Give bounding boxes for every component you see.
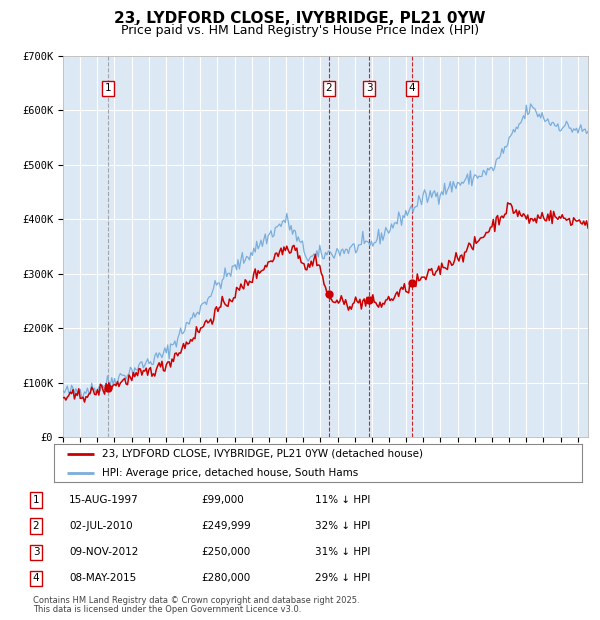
Text: 1: 1 — [104, 83, 111, 93]
Text: Price paid vs. HM Land Registry's House Price Index (HPI): Price paid vs. HM Land Registry's House … — [121, 24, 479, 37]
Text: 23, LYDFORD CLOSE, IVYBRIDGE, PL21 0YW: 23, LYDFORD CLOSE, IVYBRIDGE, PL21 0YW — [114, 11, 486, 25]
Text: 32% ↓ HPI: 32% ↓ HPI — [315, 521, 370, 531]
Text: £249,999: £249,999 — [201, 521, 251, 531]
Text: 09-NOV-2012: 09-NOV-2012 — [69, 547, 139, 557]
Text: 31% ↓ HPI: 31% ↓ HPI — [315, 547, 370, 557]
Text: 29% ↓ HPI: 29% ↓ HPI — [315, 574, 370, 583]
Text: 4: 4 — [409, 83, 415, 93]
Text: 3: 3 — [366, 83, 373, 93]
Text: £280,000: £280,000 — [201, 574, 250, 583]
Text: 4: 4 — [32, 574, 40, 583]
Text: 2: 2 — [326, 83, 332, 93]
Text: 23, LYDFORD CLOSE, IVYBRIDGE, PL21 0YW (detached house): 23, LYDFORD CLOSE, IVYBRIDGE, PL21 0YW (… — [101, 448, 422, 459]
Text: Contains HM Land Registry data © Crown copyright and database right 2025.: Contains HM Land Registry data © Crown c… — [33, 596, 359, 605]
Text: 15-AUG-1997: 15-AUG-1997 — [69, 495, 139, 505]
Text: 1: 1 — [32, 495, 40, 505]
Text: £250,000: £250,000 — [201, 547, 250, 557]
Text: 11% ↓ HPI: 11% ↓ HPI — [315, 495, 370, 505]
Text: 02-JUL-2010: 02-JUL-2010 — [69, 521, 133, 531]
Text: 2: 2 — [32, 521, 40, 531]
Text: 08-MAY-2015: 08-MAY-2015 — [69, 574, 136, 583]
Text: £99,000: £99,000 — [201, 495, 244, 505]
Text: HPI: Average price, detached house, South Hams: HPI: Average price, detached house, Sout… — [101, 467, 358, 478]
Text: This data is licensed under the Open Government Licence v3.0.: This data is licensed under the Open Gov… — [33, 604, 301, 614]
Text: 3: 3 — [32, 547, 40, 557]
